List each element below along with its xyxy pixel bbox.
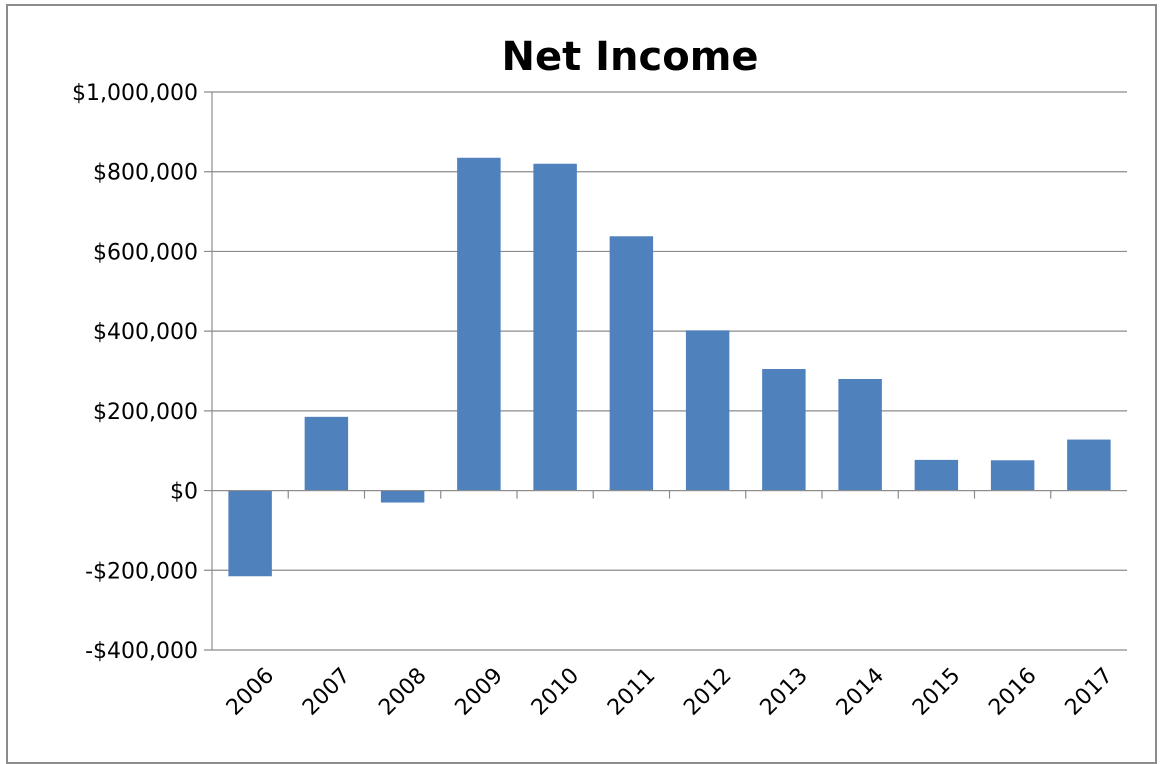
bar-2012	[686, 330, 729, 490]
x-category-label: 2010	[527, 663, 584, 720]
bar-2014	[838, 379, 881, 491]
x-category-label: 2009	[451, 663, 508, 720]
x-category-label: 2006	[222, 663, 279, 720]
bar-2013	[762, 369, 805, 491]
bar-2006	[228, 491, 271, 577]
x-category-label: 2012	[679, 663, 736, 720]
y-tick-label: $800,000	[93, 161, 198, 186]
y-tick-label: $400,000	[93, 320, 198, 345]
x-category-label: 2014	[832, 663, 889, 720]
x-category-label: 2016	[984, 663, 1041, 720]
x-category-label: 2015	[908, 663, 965, 720]
x-category-label: 2017	[1061, 663, 1118, 720]
bar-2010	[533, 164, 576, 491]
x-category-label: 2008	[374, 663, 431, 720]
bar-2011	[610, 236, 653, 490]
y-tick-label: $200,000	[93, 400, 198, 425]
bar-2007	[305, 417, 348, 491]
bar-2016	[991, 460, 1034, 490]
y-tick-label: $1,000,000	[72, 81, 198, 106]
x-category-label: 2007	[298, 663, 355, 720]
axes	[212, 92, 1127, 650]
bar-2008	[381, 491, 424, 503]
chart-title: Net Income	[501, 34, 758, 80]
bar-2017	[1067, 440, 1110, 491]
bars	[228, 158, 1110, 577]
y-axis-tick-labels: $1,000,000 $800,000 $600,000 $400,000 $200,0…	[72, 81, 198, 664]
y-tick-label: -$400,000	[85, 639, 198, 664]
y-tick-label: $600,000	[93, 240, 198, 265]
x-axis-category-labels: 2006 2007 2008 2009 2010 2011 2012 2013 2014 2015…	[222, 663, 1118, 720]
y-tick-label: $0	[170, 480, 198, 505]
y-tick-label: -$200,000	[85, 559, 198, 584]
bar-2009	[457, 158, 500, 491]
x-category-label: 2011	[603, 663, 660, 720]
bar-2015	[915, 460, 958, 491]
gridlines	[204, 92, 1127, 650]
x-category-label: 2013	[756, 663, 813, 720]
